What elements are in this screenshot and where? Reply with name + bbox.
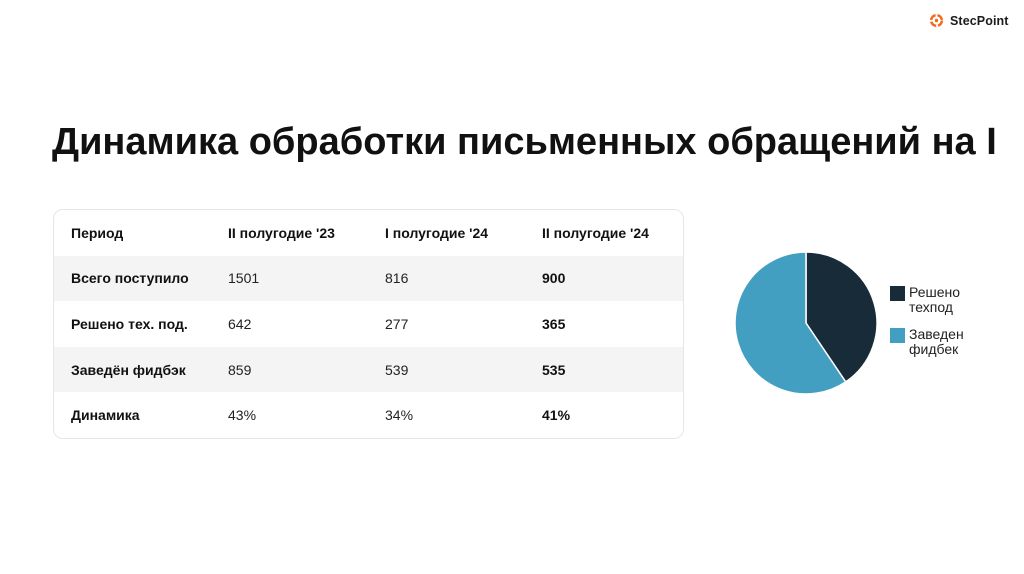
legend-label: Решено техпод [909,284,960,315]
table-row: Всего поступило 1501 816 900 [54,255,683,302]
row-label: Динамика [71,407,140,424]
pie-slice [734,251,847,395]
table-row: Динамика 43% 34% 41% [54,392,683,438]
table-cell: 1501 [228,270,260,287]
legend-swatch [890,286,905,301]
table-cell: 277 [385,315,409,332]
column-header-h2-23: II полугодие '23 [228,224,335,241]
table-cell: 365 [542,315,566,332]
brand-logo[interactable]: StecPoint [928,12,1009,29]
table-header-row: Период II полугодие '23 I полугодие '24 … [54,210,683,256]
row-label: Решено тех. под. [71,315,188,332]
stecpoint-logo-icon [929,13,944,28]
table-cell: 539 [385,361,409,378]
table-cell: 535 [542,361,566,378]
column-header-period: Период [71,224,124,241]
stats-table: Период II полугодие '23 I полугодие '24 … [53,209,684,439]
legend-swatch [890,328,905,343]
table-row: Заведён фидбэк 859 539 535 [54,346,683,393]
column-header-h1-24: I полугодие '24 [385,224,489,241]
column-header-h2-24: II полугодие '24 [542,224,649,241]
table-cell: 41% [542,407,571,424]
table-cell: 34% [385,407,414,424]
table-cell: 642 [228,315,252,332]
row-label: Всего поступило [71,270,189,287]
table-row: Решено тех. под. 642 277 365 [54,301,683,347]
table-cell: 816 [385,270,409,287]
table-cell: 900 [542,270,566,287]
table-cell: 859 [228,361,252,378]
legend-label: Заведен фидбек [909,326,964,357]
row-label: Заведён фидбэк [71,361,186,378]
brand-name: StecPoint [950,13,1009,28]
pie-slice [805,251,878,383]
table-cell: 43% [228,407,257,424]
slide-title: Динамика обработки письменных обращений … [52,121,997,163]
pie-chart: Решено техпод Заведен фидбек [734,251,964,395]
